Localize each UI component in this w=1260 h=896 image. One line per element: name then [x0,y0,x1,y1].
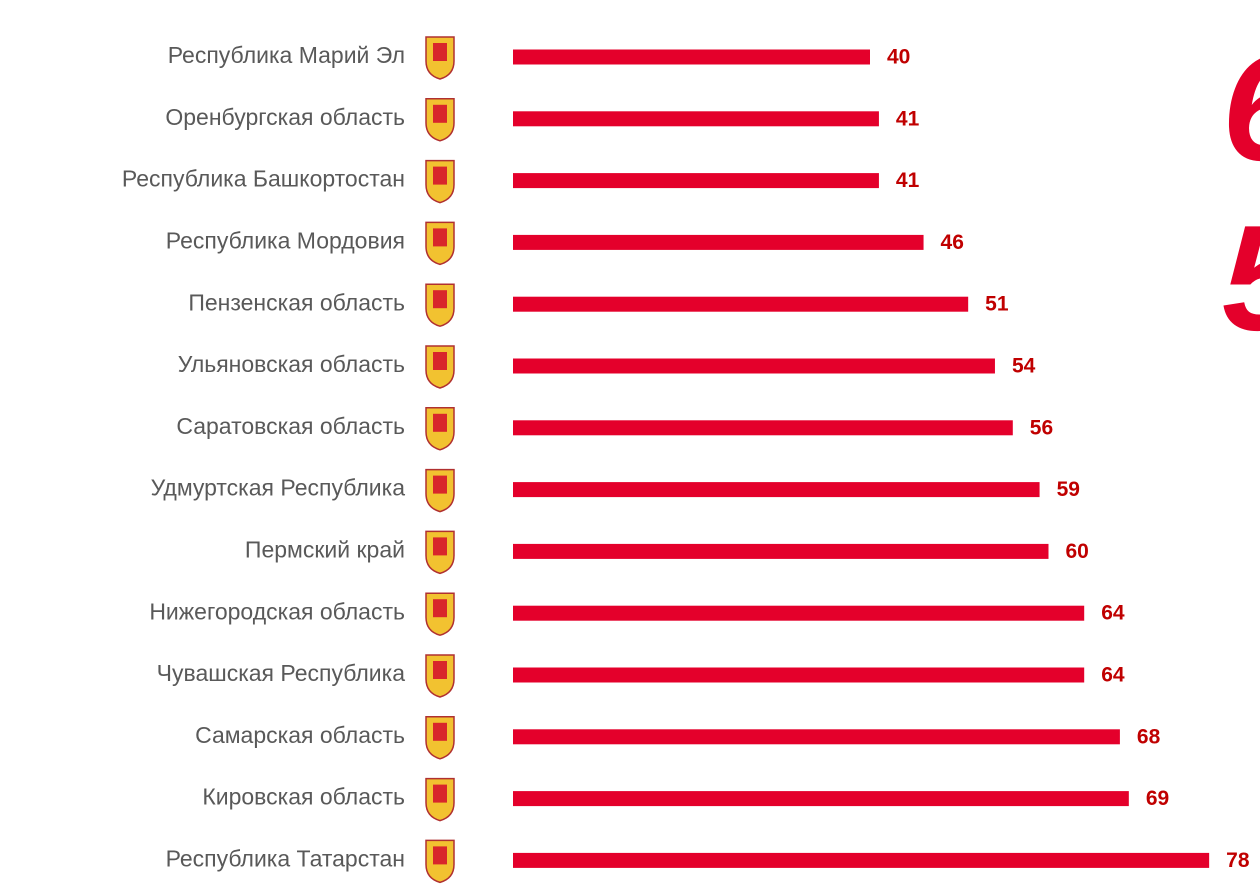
bar [513,605,1085,621]
bar [513,173,879,189]
value-label: 40 [887,46,910,69]
value-label: 59 [1057,478,1080,501]
emblem-inner [433,722,447,741]
category-label: Самарская область [195,722,405,748]
value-label: 41 [896,169,920,192]
value-label: 46 [941,231,964,254]
value-label: 51 [985,293,1009,316]
category-label: Кировская область [202,784,405,810]
bar [513,420,1013,436]
bar [513,358,995,374]
bar [513,111,879,127]
bar [513,482,1040,498]
emblem-inner [433,352,447,370]
category-label: Пермский край [245,536,405,562]
emblem-inner [433,475,447,494]
category-label: Республика Марий Эл [168,42,405,68]
bar [513,49,870,65]
emblem-inner [433,537,447,556]
emblem-inner [433,846,447,865]
emblem-inner [433,104,447,123]
value-label: 69 [1146,787,1169,810]
emblem-inner [433,228,447,247]
emblem-inner [433,166,447,185]
value-label: 60 [1066,540,1089,563]
category-label: Республика Башкортостан [122,166,405,192]
category-label: Оренбургская область [165,104,405,130]
value-label: 78 [1226,849,1250,872]
value-label: 68 [1137,725,1161,748]
bar [513,296,969,312]
bar [513,234,924,250]
category-label: Нижегородская область [149,598,405,624]
category-label: Чувашская Республика [157,660,406,686]
emblem-inner [433,290,447,309]
emblem-inner [433,413,447,432]
emblem-inner [433,43,447,61]
value-label: 56 [1030,416,1053,439]
bar [513,543,1049,559]
category-label: Республика Татарстан [166,845,405,871]
category-label: Ульяновская область [178,351,405,377]
bar [513,852,1210,868]
bar [513,791,1129,807]
value-label: 64 [1101,602,1125,625]
value-label: 41 [896,107,920,130]
category-label: Удмуртская Республика [151,475,406,501]
annotation: 5 [1222,194,1260,362]
category-label: Саратовская область [176,413,405,439]
category-label: Пензенская область [188,289,405,315]
bar [513,667,1085,683]
emblem-inner [433,661,447,679]
annotation: 6 [1222,24,1260,192]
emblem-inner [433,599,447,618]
category-label: Республика Мордовия [166,227,405,253]
value-label: 54 [1012,355,1036,378]
bar [513,729,1120,745]
emblem-inner [433,784,447,803]
value-label: 64 [1101,664,1125,687]
